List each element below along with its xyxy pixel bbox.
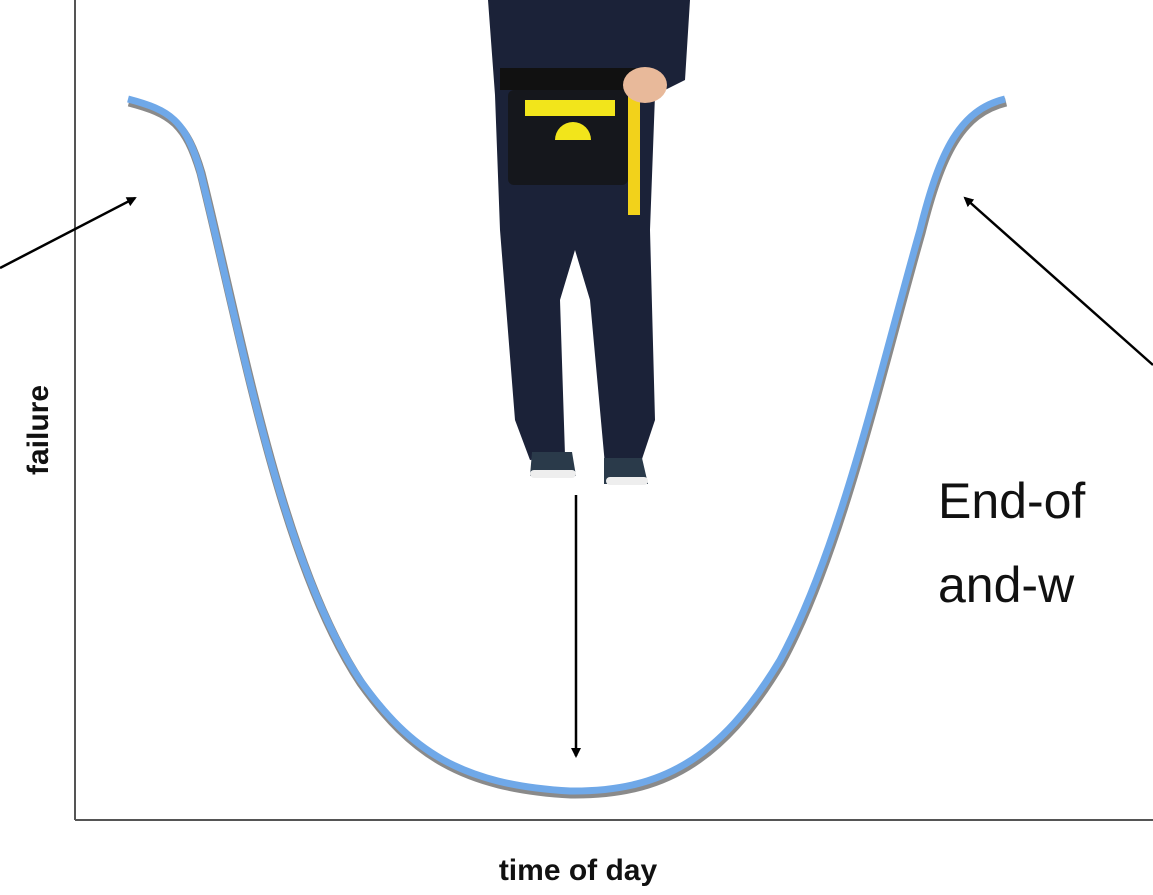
y-axis-label: failure [22,385,55,475]
diagram: failure time of day End-of and-w [0,0,1153,895]
x-axis-label: time of day [499,854,658,887]
callout-text: End-of [938,473,1085,529]
arrow [965,198,1153,365]
person-illustration [488,0,690,485]
page: failure time of day End-of and-w (() => … [0,0,1153,895]
callout-text: and-w [938,557,1075,613]
arrow [0,198,135,268]
